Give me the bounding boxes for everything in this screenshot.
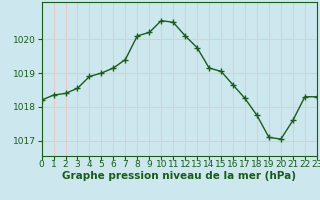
- X-axis label: Graphe pression niveau de la mer (hPa): Graphe pression niveau de la mer (hPa): [62, 171, 296, 181]
